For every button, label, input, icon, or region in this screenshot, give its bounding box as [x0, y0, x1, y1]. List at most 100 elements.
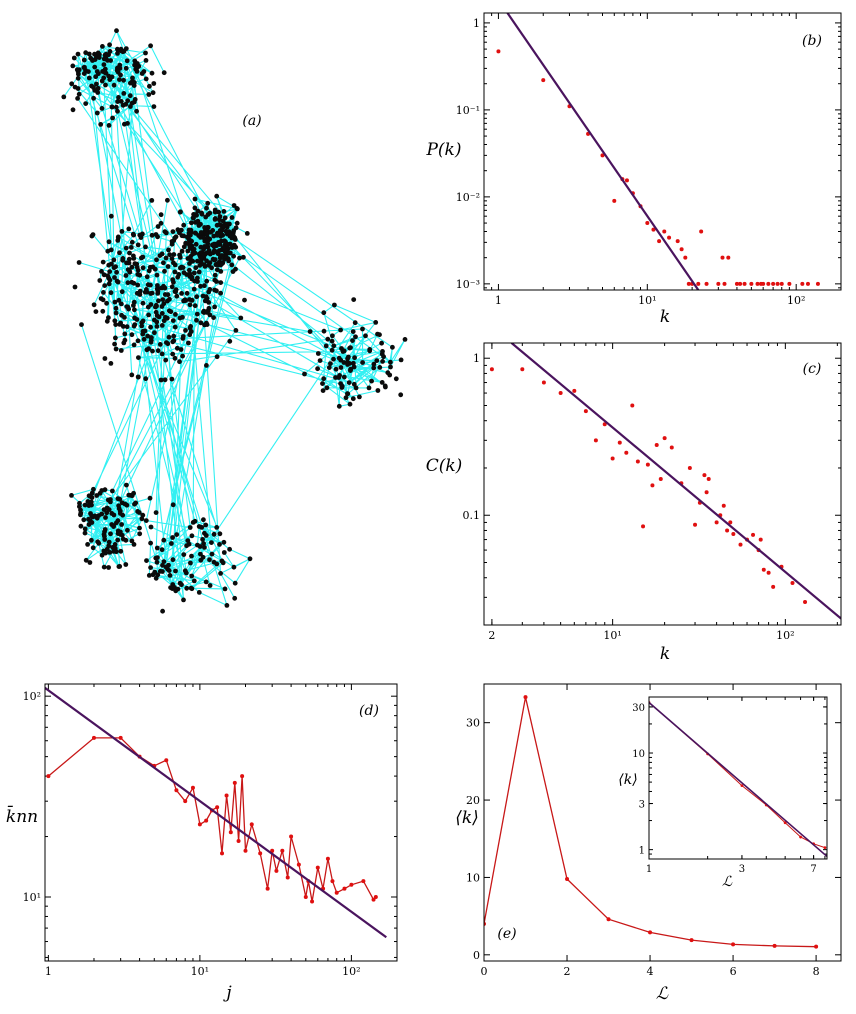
network-node — [177, 209, 183, 215]
network-node — [143, 58, 149, 63]
network-node — [203, 214, 209, 220]
network-node — [126, 492, 132, 498]
network-node — [390, 344, 395, 350]
network-node — [227, 546, 233, 552]
network-node — [102, 527, 108, 532]
x-tick-label: 10² — [776, 629, 794, 642]
network-node — [183, 298, 189, 303]
network-node — [244, 231, 250, 236]
data-point — [731, 531, 736, 536]
network-node — [214, 288, 219, 294]
network-node — [103, 550, 108, 556]
network-node — [154, 559, 160, 565]
y-tick-label: 10⁻¹ — [456, 104, 480, 117]
network-node — [169, 376, 175, 382]
y-tick-label: 30 — [466, 717, 480, 730]
network-node — [152, 330, 157, 336]
network-node — [180, 334, 186, 339]
network-node — [106, 315, 111, 321]
network-node — [180, 353, 186, 359]
data-point — [523, 695, 528, 700]
network-node — [177, 255, 183, 260]
network-node — [167, 252, 173, 258]
network-node — [351, 360, 356, 366]
network-node — [139, 255, 144, 261]
network-node — [379, 380, 385, 385]
network-node — [183, 240, 189, 246]
network-node — [131, 542, 137, 547]
network-node — [108, 213, 114, 219]
network-node — [127, 104, 133, 109]
data-point — [600, 153, 605, 158]
network-node — [206, 248, 212, 253]
network-node — [139, 232, 144, 238]
network-node — [233, 328, 239, 333]
network-node — [74, 67, 80, 73]
network-node — [131, 99, 137, 105]
network-node — [148, 540, 154, 546]
network-node — [89, 233, 95, 239]
data-point — [742, 281, 747, 286]
network-node — [108, 531, 113, 537]
data-point — [699, 229, 704, 234]
network-node — [211, 315, 217, 320]
network-node — [97, 278, 103, 283]
network-node — [189, 238, 195, 244]
network-node — [195, 258, 200, 264]
network-node — [123, 245, 129, 251]
network-node — [148, 43, 154, 49]
network-node — [151, 104, 157, 109]
network-node — [326, 365, 332, 370]
data-point — [683, 255, 688, 260]
network-node — [76, 91, 82, 97]
network-node — [148, 324, 154, 330]
network-node — [136, 355, 141, 360]
network-node — [212, 257, 218, 262]
data-point — [693, 522, 698, 527]
network-node — [109, 511, 115, 516]
network-node — [170, 351, 176, 357]
network-node — [231, 203, 237, 208]
x-axis-label: j — [222, 983, 232, 1003]
network-node — [113, 310, 119, 316]
network-node — [86, 493, 92, 499]
network-node — [166, 568, 172, 573]
network-node — [140, 512, 146, 518]
data-point — [755, 281, 760, 286]
data-point — [651, 227, 656, 232]
network-node — [241, 254, 246, 260]
network-node — [189, 553, 194, 559]
network-node — [402, 337, 408, 342]
network-node — [108, 290, 114, 296]
inset-y-axis-label: ⟨k⟩ — [618, 772, 637, 788]
network-node — [172, 355, 178, 361]
network-node — [135, 374, 141, 380]
network-node — [148, 282, 153, 288]
network-node — [221, 539, 227, 545]
network-node — [75, 51, 81, 57]
network-node — [172, 324, 178, 330]
fit-line — [649, 701, 827, 858]
data-point — [734, 281, 739, 286]
plot-area — [45, 686, 387, 939]
network-node — [170, 339, 176, 345]
data-point — [220, 851, 225, 856]
network-node — [196, 590, 202, 595]
network-node — [232, 580, 238, 586]
data-point — [606, 917, 611, 922]
network-node — [211, 248, 217, 254]
network-node — [136, 510, 142, 515]
network-node — [78, 507, 83, 513]
network-node — [114, 68, 120, 73]
network-node — [103, 515, 108, 520]
network-node — [231, 253, 237, 259]
network-node — [217, 531, 223, 537]
network-node — [150, 264, 156, 270]
network-node — [123, 101, 129, 107]
network-node — [94, 493, 100, 498]
network-node — [379, 340, 384, 346]
network-node — [93, 309, 99, 314]
network-node — [115, 99, 120, 104]
network-node — [82, 64, 87, 70]
network-node — [212, 277, 218, 283]
